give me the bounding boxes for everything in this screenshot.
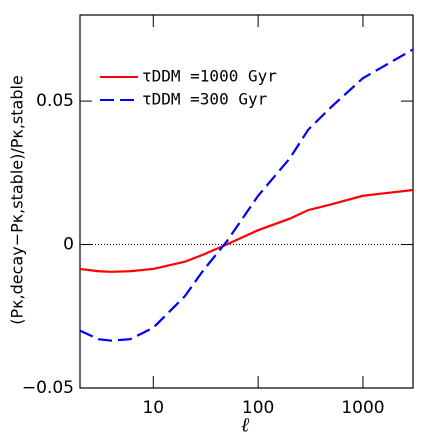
plot-frame	[79, 14, 414, 389]
x-tick-label: 10	[142, 398, 164, 418]
y-tick-label: −0.05	[22, 378, 74, 398]
series-line	[79, 188, 414, 273]
legend-label: τDDM =1000 Gyr	[142, 67, 277, 86]
x-tick-label: 1000	[341, 398, 384, 418]
y-axis-label: (Pκ,decay−Pκ,stable)/Pκ,stable	[8, 75, 27, 325]
x-axis-label: ℓ	[241, 413, 250, 436]
x-tick-label: 100	[242, 398, 274, 418]
y-tick-label: 0	[63, 235, 74, 255]
series-line	[79, 48, 414, 342]
y-tick-label: 0.05	[36, 91, 74, 111]
legend-label: τDDM =300 Gyr	[142, 90, 268, 109]
